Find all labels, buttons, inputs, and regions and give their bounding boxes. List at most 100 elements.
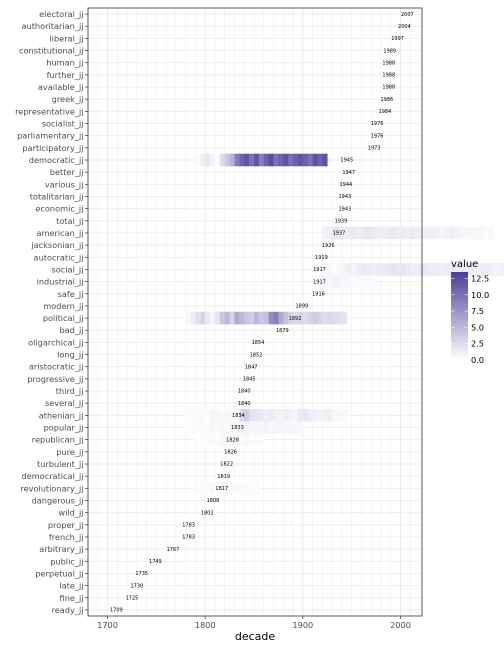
- heat-cell: [410, 263, 416, 276]
- heat-cell: [200, 311, 206, 325]
- year-label: 1709: [110, 608, 123, 614]
- y-tick-label: democratical_jj: [21, 471, 83, 481]
- y-tick-label: liberal_jj: [49, 33, 83, 43]
- heat-cell: [483, 263, 489, 276]
- heat-cell: [278, 421, 284, 434]
- y-tick-label: political_jj: [43, 313, 84, 323]
- y-tick-label: total_jj: [56, 216, 83, 226]
- heat-cell: [327, 311, 333, 325]
- y-tick-label: wild_jj: [58, 508, 83, 518]
- y-tick-label: totalitarian_jj: [30, 191, 84, 201]
- heat-cell: [332, 226, 338, 240]
- heat-cell: [473, 226, 479, 240]
- y-tick-label: turbulent_jj: [37, 459, 84, 469]
- y-tick-label: democratic_jj: [29, 155, 84, 165]
- heat-cell: [312, 275, 318, 288]
- y-tick-label: participatory_jj: [22, 143, 83, 153]
- heat-cell: [351, 263, 357, 276]
- heat-cell: [214, 311, 221, 325]
- year-label: 1783: [182, 523, 195, 529]
- heat-cell: [219, 433, 226, 447]
- year-label: 1834: [232, 413, 245, 419]
- y-tick-label: electoral_jj: [39, 9, 83, 19]
- heat-cell: [429, 226, 435, 240]
- heat-cell: [337, 226, 343, 240]
- heat-cell: [254, 421, 260, 434]
- heat-cell: [454, 263, 460, 276]
- heat-cell: [478, 263, 484, 276]
- heat-cell: [224, 153, 230, 167]
- heat-cell: [459, 226, 465, 240]
- y-tick-label: republican_jj: [32, 435, 84, 445]
- y-tick-label: dangerous_jj: [32, 495, 84, 505]
- heat-cell: [239, 481, 245, 495]
- heat-cell: [234, 433, 240, 447]
- year-label: 1735: [135, 571, 148, 577]
- y-tick-label: better_jj: [50, 167, 84, 177]
- heat-cell: [185, 409, 191, 422]
- heat-cell: [190, 409, 196, 422]
- heat-cell: [195, 311, 201, 325]
- heat-cell: [254, 409, 260, 422]
- y-tick-label: human_jj: [46, 58, 83, 68]
- heat-cell: [341, 275, 348, 288]
- heat-cell: [337, 275, 343, 288]
- heat-cell: [410, 226, 416, 240]
- heat-cell: [249, 433, 255, 447]
- heat-cell: [273, 421, 279, 434]
- heat-cell: [380, 226, 387, 240]
- heat-cell: [195, 153, 201, 167]
- heat-cell: [317, 153, 323, 167]
- heat-cell: [302, 153, 309, 167]
- year-label: 1973: [368, 146, 381, 152]
- year-label: 1919: [315, 255, 328, 261]
- heat-cell: [239, 433, 245, 447]
- legend-tick-label: 5.0: [471, 322, 484, 332]
- heat-cell: [327, 275, 333, 288]
- heat-cell: [293, 153, 299, 167]
- heat-cell: [463, 263, 470, 276]
- year-label: 2007: [401, 12, 414, 18]
- heat-cell: [424, 226, 431, 240]
- heat-cell: [195, 481, 201, 495]
- heat-cell: [361, 263, 367, 276]
- heat-cell: [249, 481, 255, 495]
- heat-cell: [288, 311, 294, 325]
- panel-border: [87, 7, 423, 617]
- heat-cell: [249, 311, 255, 325]
- heat-cell: [327, 226, 333, 240]
- heat-cell: [468, 226, 475, 240]
- year-label: 2004: [398, 24, 411, 30]
- heat-cell: [346, 275, 352, 288]
- heat-cell: [405, 263, 411, 276]
- heat-cell: [219, 421, 226, 434]
- year-label: 1783: [182, 535, 195, 541]
- y-tick-label: economic_jj: [35, 204, 83, 214]
- heat-cell: [244, 311, 250, 325]
- heat-cell: [283, 153, 289, 167]
- heat-cell: [356, 226, 362, 240]
- y-tick-label: bad_jj: [59, 325, 83, 335]
- year-label: 1892: [289, 316, 302, 322]
- year-label: 1854: [252, 340, 265, 346]
- year-label: 1899: [296, 304, 309, 310]
- heat-cell: [346, 226, 352, 240]
- heat-cell: [376, 226, 382, 240]
- year-label: 1819: [217, 474, 230, 480]
- heat-cell: [244, 421, 250, 434]
- heat-cell: [444, 263, 450, 276]
- heat-cell: [385, 226, 392, 240]
- year-label: 1833: [231, 425, 244, 431]
- heat-cell: [210, 481, 216, 495]
- heat-cell: [190, 421, 196, 434]
- year-label: 1749: [149, 559, 162, 565]
- heat-cell: [459, 263, 465, 276]
- heat-cell: [337, 311, 343, 325]
- legend-tick-label: 10.0: [471, 290, 489, 300]
- year-label: 1976: [371, 121, 384, 127]
- heat-cell: [312, 311, 318, 325]
- y-tick-label: authoritarian_jj: [22, 21, 84, 31]
- heat-cell: [283, 421, 289, 434]
- heat-cell: [341, 311, 348, 325]
- heat-cell: [195, 433, 201, 447]
